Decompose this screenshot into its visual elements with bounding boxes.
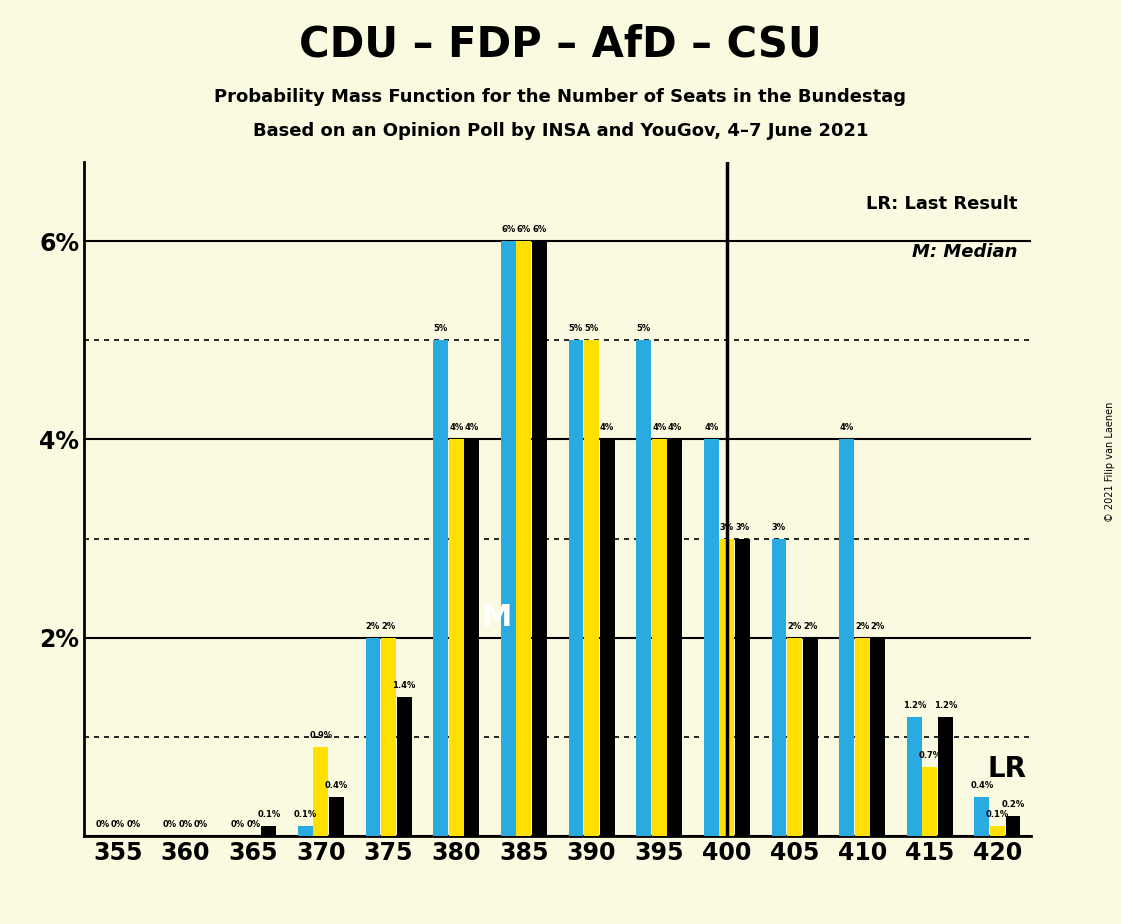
Bar: [735, 539, 750, 836]
Text: 5%: 5%: [568, 324, 583, 334]
Text: 5%: 5%: [637, 324, 651, 334]
Bar: [298, 826, 313, 836]
Bar: [397, 698, 411, 836]
Text: 1.4%: 1.4%: [392, 681, 416, 690]
Bar: [771, 539, 787, 836]
Bar: [651, 440, 667, 836]
Bar: [600, 440, 614, 836]
Text: 3%: 3%: [735, 523, 750, 531]
Text: 6%: 6%: [501, 225, 516, 234]
Text: 4%: 4%: [450, 423, 463, 432]
Bar: [637, 340, 651, 836]
Text: M: M: [482, 603, 512, 633]
Text: 0.2%: 0.2%: [1001, 800, 1025, 809]
Bar: [517, 241, 531, 836]
Text: 4%: 4%: [464, 423, 479, 432]
Text: Probability Mass Function for the Number of Seats in the Bundestag: Probability Mass Function for the Number…: [214, 88, 907, 105]
Bar: [433, 340, 448, 836]
Text: 4%: 4%: [840, 423, 854, 432]
Text: 4%: 4%: [600, 423, 614, 432]
Text: 2%: 2%: [381, 622, 396, 631]
Bar: [568, 340, 583, 836]
Bar: [532, 241, 547, 836]
Bar: [974, 796, 990, 836]
Text: LR: LR: [988, 755, 1027, 783]
Bar: [938, 717, 953, 836]
Text: 0%: 0%: [111, 821, 124, 829]
Bar: [464, 440, 479, 836]
Text: 0%: 0%: [95, 821, 110, 829]
Bar: [365, 638, 380, 836]
Bar: [923, 767, 937, 836]
Text: 6%: 6%: [532, 225, 547, 234]
Text: 0.9%: 0.9%: [309, 731, 333, 740]
Text: 0%: 0%: [194, 821, 209, 829]
Text: 4%: 4%: [668, 423, 682, 432]
Bar: [381, 638, 396, 836]
Text: 5%: 5%: [584, 324, 599, 334]
Text: 5%: 5%: [434, 324, 447, 334]
Bar: [990, 826, 1004, 836]
Text: 0%: 0%: [163, 821, 177, 829]
Bar: [870, 638, 886, 836]
Text: 0%: 0%: [231, 821, 244, 829]
Text: 0.1%: 0.1%: [257, 810, 280, 820]
Text: 4%: 4%: [652, 423, 666, 432]
Text: 6%: 6%: [517, 225, 531, 234]
Text: 0.1%: 0.1%: [294, 810, 317, 820]
Text: 1.2%: 1.2%: [902, 701, 926, 711]
Text: 2%: 2%: [855, 622, 869, 631]
Text: 2%: 2%: [787, 622, 802, 631]
Bar: [854, 638, 870, 836]
Text: 0.4%: 0.4%: [325, 781, 349, 790]
Bar: [667, 440, 683, 836]
Bar: [840, 440, 854, 836]
Text: 2%: 2%: [803, 622, 817, 631]
Text: © 2021 Filip van Laenen: © 2021 Filip van Laenen: [1105, 402, 1115, 522]
Text: 0%: 0%: [127, 821, 140, 829]
Text: 1.2%: 1.2%: [934, 701, 957, 711]
Bar: [803, 638, 817, 836]
Bar: [501, 241, 516, 836]
Bar: [314, 747, 328, 836]
Text: 3%: 3%: [720, 523, 734, 531]
Bar: [907, 717, 921, 836]
Bar: [704, 440, 719, 836]
Text: 0.7%: 0.7%: [918, 751, 942, 760]
Text: LR: Last Result: LR: Last Result: [865, 196, 1017, 213]
Text: 0.1%: 0.1%: [985, 810, 1009, 820]
Text: 4%: 4%: [704, 423, 719, 432]
Text: CDU – FDP – AfD – CSU: CDU – FDP – AfD – CSU: [299, 23, 822, 65]
Bar: [1006, 817, 1020, 836]
Text: 0.4%: 0.4%: [971, 781, 993, 790]
Text: 2%: 2%: [365, 622, 380, 631]
Text: 0%: 0%: [247, 821, 260, 829]
Bar: [720, 539, 734, 836]
Text: 2%: 2%: [871, 622, 884, 631]
Text: 0%: 0%: [178, 821, 193, 829]
Bar: [448, 440, 464, 836]
Bar: [787, 638, 802, 836]
Bar: [261, 826, 276, 836]
Bar: [584, 340, 599, 836]
Text: M: Median: M: Median: [911, 243, 1017, 261]
Text: 3%: 3%: [772, 523, 786, 531]
Text: Based on an Opinion Poll by INSA and YouGov, 4–7 June 2021: Based on an Opinion Poll by INSA and You…: [252, 122, 869, 140]
Bar: [328, 796, 344, 836]
